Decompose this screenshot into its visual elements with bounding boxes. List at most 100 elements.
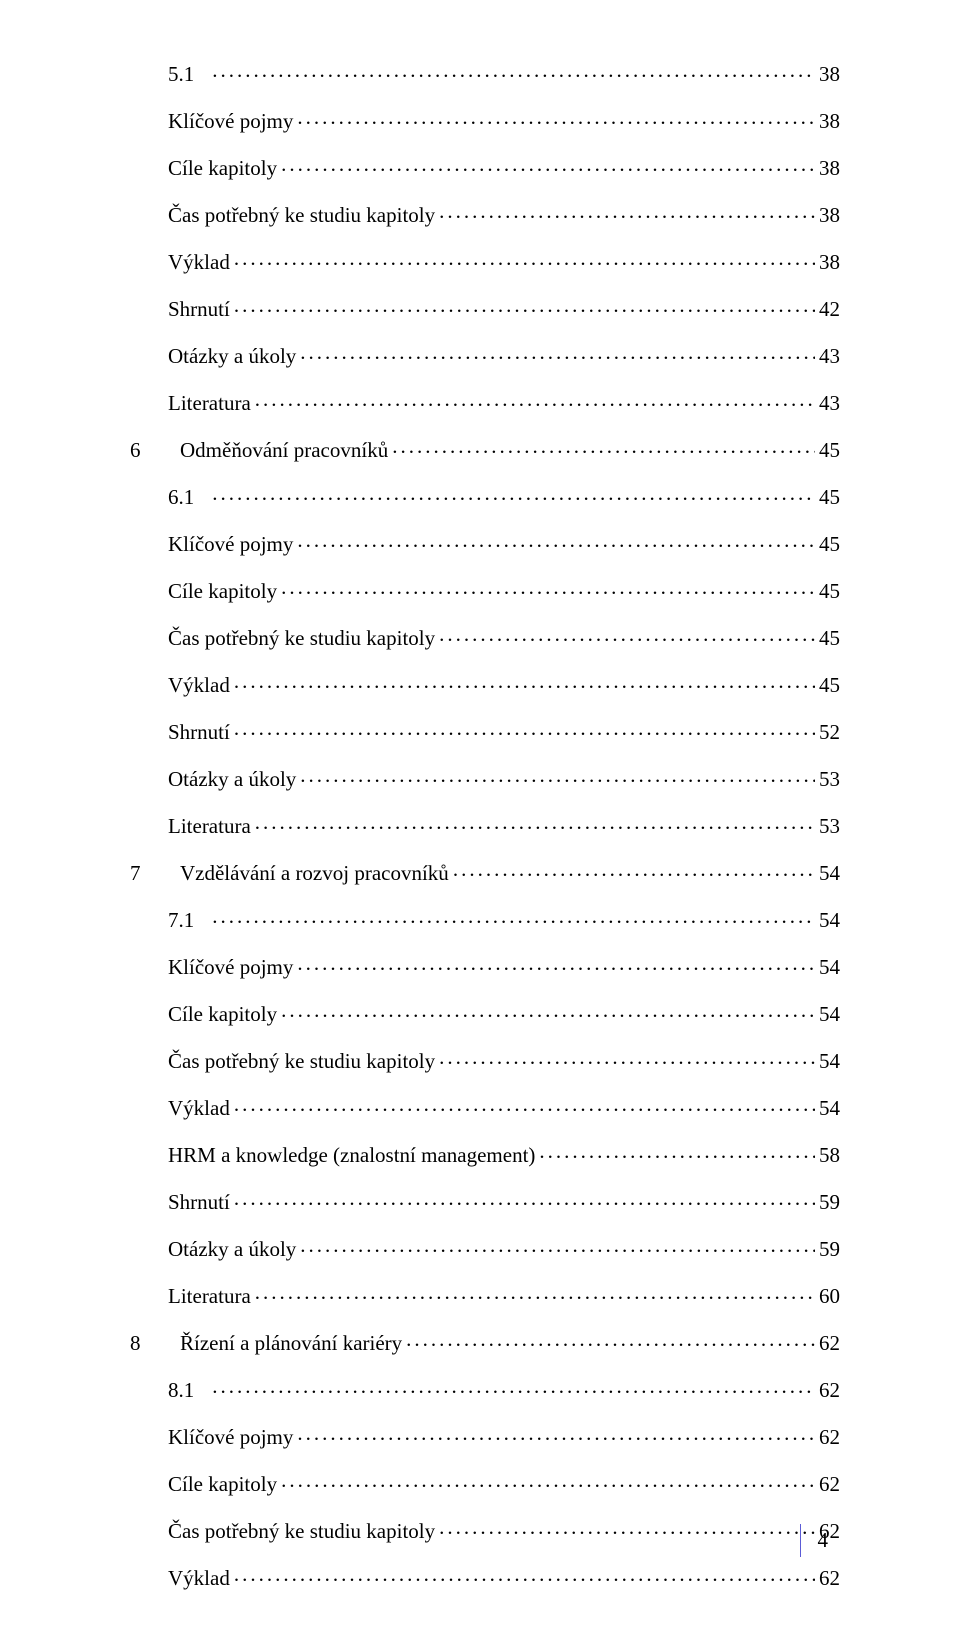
toc-entry-page: 45 [819, 487, 840, 508]
toc-entry: Klíčové pojmy 45 [130, 530, 840, 555]
toc-leader-dots [439, 1047, 815, 1068]
toc-entry: 8 Řízení a plánování kariéry 62 [130, 1329, 840, 1354]
toc-leader-dots [255, 1282, 815, 1303]
toc-leader-dots [281, 1000, 815, 1021]
page-number: 4 [800, 1530, 829, 1551]
toc-entry-number: 7 [130, 863, 166, 884]
toc-entry-page: 45 [819, 581, 840, 602]
toc-entry-label: Cíle kapitoly [168, 1004, 277, 1025]
toc-entry-page: 62 [819, 1474, 840, 1495]
toc-entry: Shrnutí59 [130, 1188, 840, 1213]
toc-entry: Cíle kapitoly45 [130, 577, 840, 602]
toc-entry-page: 38 [819, 111, 840, 132]
toc-entry-number: 6 [130, 440, 166, 461]
toc-entry-page: 58 [819, 1145, 840, 1166]
toc-entry-page: 62 [819, 1427, 840, 1448]
toc-entry-label: Literatura [168, 816, 251, 837]
toc-entry-page: 45 [819, 440, 840, 461]
toc-entry-page: 54 [819, 1004, 840, 1025]
toc-entry-page: 42 [819, 299, 840, 320]
toc-entry-label: Otázky a úkoly [168, 769, 296, 790]
toc-entry: 7Vzdělávání a rozvoj pracovníků54 [130, 859, 840, 884]
toc-entry: 7.1 54 [130, 906, 840, 931]
toc-entry-label: Shrnutí [168, 1192, 230, 1213]
toc-leader-dots [453, 859, 815, 880]
toc-leader-dots [297, 107, 815, 128]
toc-entry-page: 38 [819, 64, 840, 85]
toc-entry: Čas potřebný ke studiu kapitoly45 [130, 624, 840, 649]
toc-leader-dots [439, 1517, 815, 1538]
toc-leader-dots [234, 1564, 815, 1585]
toc-entry-label: Klíčové pojmy [168, 534, 293, 555]
toc-leader-dots [281, 1470, 815, 1491]
toc-entry-page: 38 [819, 252, 840, 273]
toc-entry-label: Shrnutí [168, 722, 230, 743]
toc-entry-page: 45 [819, 534, 840, 555]
toc-entry-number: 7.1 [168, 910, 194, 931]
toc-entry-page: 54 [819, 1051, 840, 1072]
toc-entry-page: 54 [819, 910, 840, 931]
toc-entry-label: Klíčové pojmy [168, 111, 293, 132]
toc-entry-label: Literatura [168, 1286, 251, 1307]
toc-entry-label: Řízení a plánování kariéry [180, 1333, 402, 1354]
toc-leader-dots [300, 765, 815, 786]
toc-entry: Čas potřebný ke studiu kapitoly62 [130, 1517, 840, 1542]
toc-entry: Literatura 60 [130, 1282, 840, 1307]
toc-entry: Cíle kapitoly 54 [130, 1000, 840, 1025]
toc-entry: Výklad45 [130, 671, 840, 696]
toc-entry-page: 45 [819, 675, 840, 696]
toc-entry: Cíle kapitoly62 [130, 1470, 840, 1495]
toc-entry-label: Čas potřebný ke studiu kapitoly [168, 205, 435, 226]
toc-entry-label: Literatura [168, 393, 251, 414]
toc-entry: Shrnutí 42 [130, 295, 840, 320]
toc-entry-page: 38 [819, 205, 840, 226]
toc-entry-page: 62 [819, 1380, 840, 1401]
toc-entry: Literatura 53 [130, 812, 840, 837]
toc-entry-page: 62 [819, 1568, 840, 1589]
toc-entry: Otázky a úkoly 43 [130, 342, 840, 367]
toc-leader-dots [234, 1094, 815, 1115]
toc-leader-dots [297, 1423, 815, 1444]
toc-entry: Cíle kapitoly38 [130, 154, 840, 179]
toc-leader-dots [212, 1376, 815, 1397]
toc-entry: Výklad 62 [130, 1564, 840, 1589]
toc-entry-page: 43 [819, 346, 840, 367]
toc-entry-page: 52 [819, 722, 840, 743]
toc-entry: Čas potřebný ke studiu kapitoly 54 [130, 1047, 840, 1072]
toc-leader-dots [255, 389, 815, 410]
toc-entry: HRM a knowledge (znalostní management)58 [130, 1141, 840, 1166]
toc-entry-page: 43 [819, 393, 840, 414]
toc-entry-page: 54 [819, 1098, 840, 1119]
toc-leader-dots [212, 483, 815, 504]
toc-entry-page: 53 [819, 769, 840, 790]
toc-entry: Klíčové pojmy62 [130, 1423, 840, 1448]
toc-leader-dots [281, 154, 815, 175]
toc-entry-page: 53 [819, 816, 840, 837]
toc-leader-dots [212, 60, 815, 81]
toc-entry-label: Čas potřebný ke studiu kapitoly [168, 1051, 435, 1072]
toc-entry-label: Klíčové pojmy [168, 957, 293, 978]
toc-entry-page: 62 [819, 1333, 840, 1354]
table-of-contents: 5.138Klíčové pojmy38Cíle kapitoly38Čas p… [130, 60, 840, 1589]
toc-entry-label: Čas potřebný ke studiu kapitoly [168, 628, 435, 649]
toc-entry: Literatura 43 [130, 389, 840, 414]
toc-entry: Klíčové pojmy54 [130, 953, 840, 978]
toc-entry-label: Výklad [168, 252, 230, 273]
toc-entry-number: 5.1 [168, 64, 194, 85]
toc-leader-dots [297, 953, 815, 974]
toc-leader-dots [234, 248, 815, 269]
toc-entry: Klíčové pojmy 38 [130, 107, 840, 132]
toc-leader-dots [234, 718, 815, 739]
toc-entry: Čas potřebný ke studiu kapitoly 38 [130, 201, 840, 226]
toc-entry: 6Odměňování pracovníků45 [130, 436, 840, 461]
toc-entry-page: 60 [819, 1286, 840, 1307]
toc-leader-dots [255, 812, 815, 833]
toc-entry-number: 8 [130, 1333, 166, 1354]
toc-leader-dots [234, 1188, 815, 1209]
toc-entry-label: Otázky a úkoly [168, 346, 296, 367]
toc-leader-dots [439, 624, 815, 645]
toc-entry-page: 54 [819, 863, 840, 884]
toc-entry-label: Výklad [168, 1568, 230, 1589]
toc-leader-dots [392, 436, 815, 457]
toc-entry-label: Shrnutí [168, 299, 230, 320]
